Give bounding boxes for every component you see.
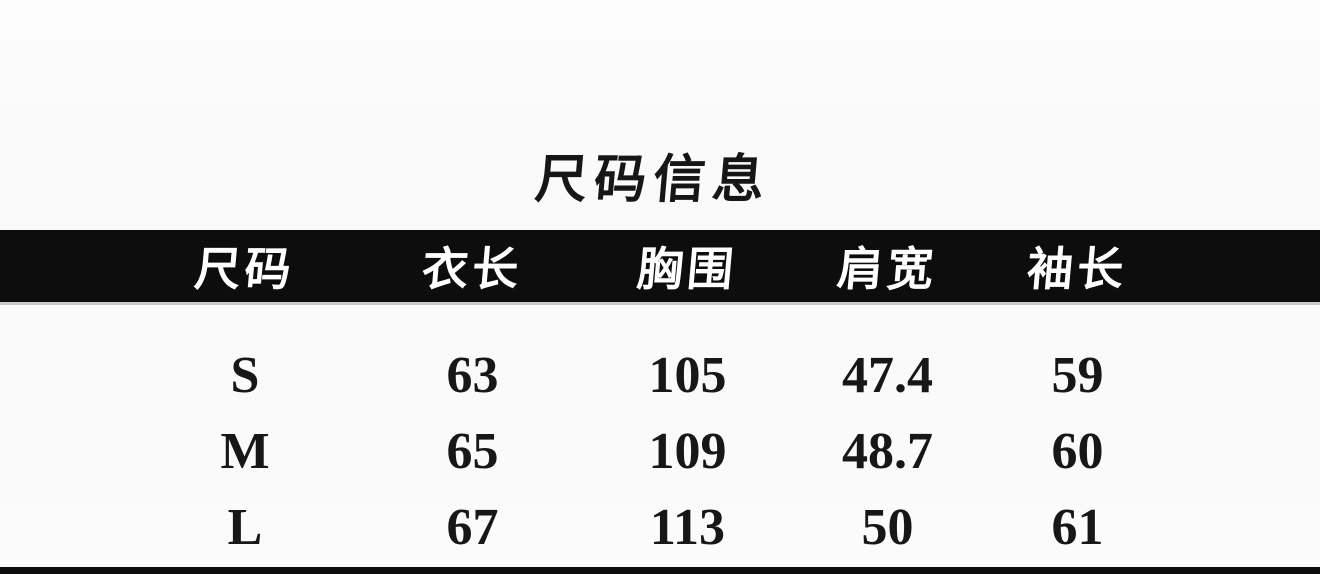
chest-cell: 113: [649, 498, 726, 556]
column-header-sleeve: 袖长: [1024, 243, 1130, 296]
size-cell: L: [227, 498, 263, 556]
column-header-chest: 胸围: [634, 243, 740, 296]
chest-cell: 105: [648, 346, 727, 404]
size-cell: M: [220, 422, 270, 480]
size-cell: S: [230, 346, 260, 404]
length-cell: 63: [446, 346, 499, 404]
length-cell: 65: [446, 422, 499, 480]
length-cell: 67: [446, 498, 499, 556]
table-row-s: S 63 105 47.4 59: [0, 337, 1320, 413]
sleeve-cell: 59: [1051, 346, 1104, 404]
chest-cell: 109: [648, 422, 727, 480]
table-header-bar: 尺码 衣长 胸围 肩宽 袖长: [0, 230, 1320, 306]
column-header-shoulder: 肩宽: [834, 243, 940, 296]
sleeve-cell: 60: [1051, 422, 1104, 480]
column-header-length: 衣长: [419, 243, 525, 296]
next-section-bar-edge: [0, 567, 1320, 574]
shoulder-cell: 47.4: [842, 346, 933, 404]
column-header-size: 尺码: [192, 243, 298, 296]
page-title: 尺码信息: [532, 151, 774, 209]
sleeve-cell: 61: [1051, 498, 1104, 556]
shoulder-cell: 48.7: [842, 422, 933, 480]
table-header-row: 尺码 衣长 胸围 肩宽 袖长: [0, 230, 1320, 302]
table-body: S 63 105 47.4 59 M 65 109 48.7 60 L 67 1…: [0, 305, 1320, 565]
table-row-l: L 67 113 50 61: [0, 489, 1320, 565]
table-row-m: M 65 109 48.7 60: [0, 413, 1320, 489]
shoulder-cell: 50: [861, 498, 914, 556]
